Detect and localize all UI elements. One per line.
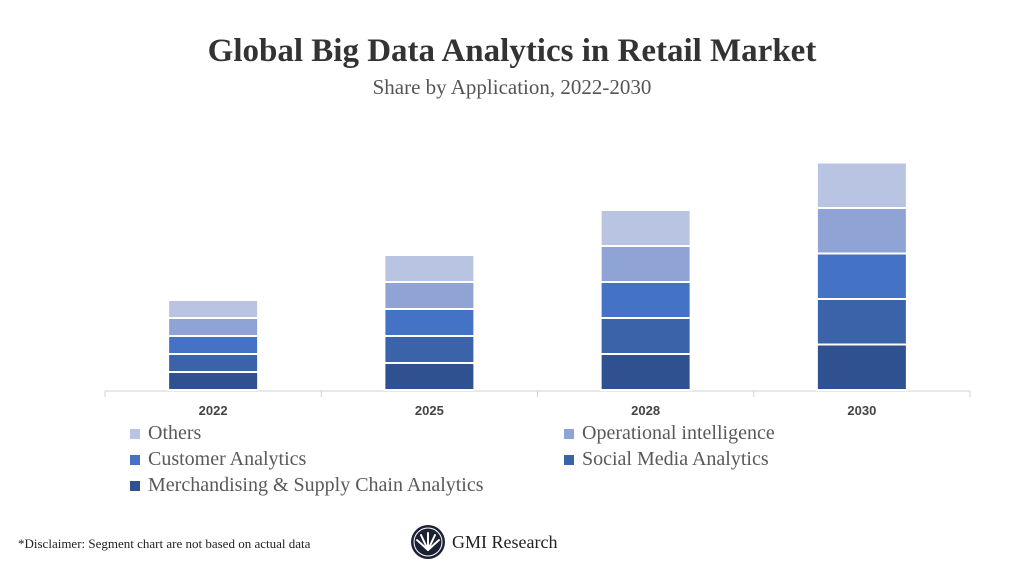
chart-subtitle: Share by Application, 2022-2030	[372, 75, 652, 99]
gmi-logo: GMI Research	[410, 524, 557, 560]
x-tick-label: 2025	[415, 403, 444, 418]
legend-swatch	[564, 454, 574, 465]
legend-label: Customer Analytics	[148, 448, 307, 470]
chart-title: Global Big Data Analytics in Retail Mark…	[207, 33, 817, 69]
legend-label: Operational intelligence	[582, 422, 775, 444]
disclaimer: *Disclaimer: Segment chart are not based…	[18, 536, 311, 551]
bar-segment-2030-2	[815, 252, 908, 300]
bar-segment-2025-3	[383, 281, 476, 310]
bar-segment-2028-4	[599, 209, 692, 247]
bar-segment-2025-4	[383, 254, 476, 283]
logo-emblem-icon	[411, 525, 445, 559]
legend-label: Social Media Analytics	[582, 448, 769, 470]
legend-swatch	[130, 480, 140, 491]
x-tick-label: 2028	[631, 403, 660, 418]
legend-label: Others	[148, 422, 202, 444]
bar-segment-2022-4	[167, 299, 260, 319]
bar-segment-2030-1	[815, 298, 908, 346]
bar-segment-2030-3	[815, 207, 908, 255]
legend-swatch	[130, 454, 140, 465]
bar-segment-2030-4	[815, 161, 908, 209]
bar-segment-2028-3	[599, 245, 692, 283]
logo-text: GMI Research	[452, 531, 558, 552]
legend-item: Operational intelligence	[564, 422, 775, 445]
bar-segment-2022-1	[167, 353, 260, 373]
bar-segment-2022-3	[167, 317, 260, 337]
bar-segment-2022-0	[167, 371, 260, 391]
bar-segment-2025-1	[383, 335, 476, 364]
legend-item: Social Media Analytics	[564, 448, 769, 471]
legend-item: Others	[130, 422, 201, 445]
legend-label: Merchandising & Supply Chain Analytics	[148, 474, 484, 496]
bar-segment-2028-1	[599, 317, 692, 355]
legend-swatch	[130, 428, 140, 439]
bar-segment-2028-2	[599, 281, 692, 319]
bar-segment-2022-2	[167, 335, 260, 355]
bar-segment-2028-0	[599, 353, 692, 391]
bar-segment-2025-0	[383, 362, 476, 391]
legend-item: Merchandising & Supply Chain Analytics	[130, 474, 484, 497]
x-tick-label: 2030	[847, 403, 876, 418]
bar-segment-2030-0	[815, 343, 908, 391]
legend-item: Customer Analytics	[130, 448, 306, 471]
bar-segment-2025-2	[383, 308, 476, 337]
legend-swatch	[564, 428, 574, 439]
x-tick-label: 2022	[199, 403, 228, 418]
